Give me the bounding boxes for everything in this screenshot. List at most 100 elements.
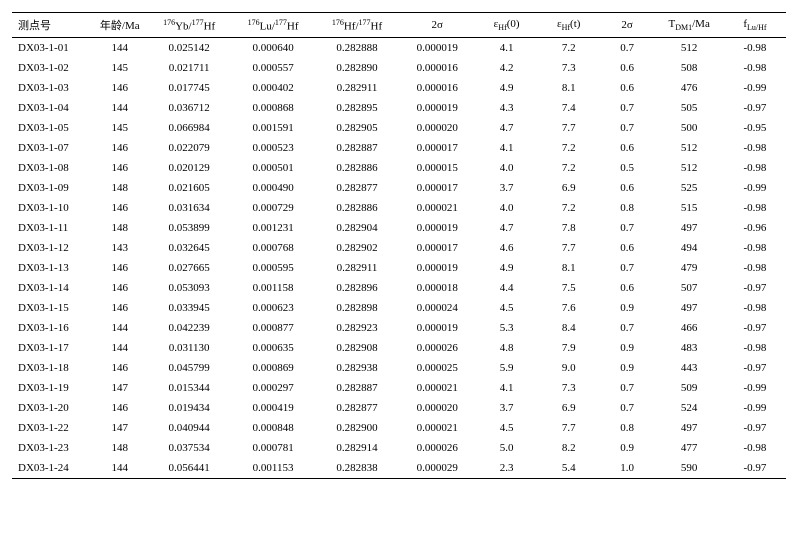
cell-1-5: 0.000016: [399, 58, 476, 78]
cell-0-4: 0.282888: [315, 38, 399, 59]
cell-13-7: 7.6: [538, 298, 600, 318]
cell-0-7: 7.2: [538, 38, 600, 59]
cell-3-8: 0.7: [600, 98, 655, 118]
cell-3-5: 0.000019: [399, 98, 476, 118]
cell-21-0: DX03-1-24: [12, 458, 92, 479]
cell-5-6: 4.1: [476, 138, 538, 158]
cell-20-8: 0.9: [600, 438, 655, 458]
cell-4-8: 0.7: [600, 118, 655, 138]
cell-11-1: 146: [92, 258, 147, 278]
cell-20-6: 5.0: [476, 438, 538, 458]
col-header-5: 2σ: [399, 13, 476, 38]
cell-17-10: -0.99: [724, 378, 786, 398]
cell-16-8: 0.9: [600, 358, 655, 378]
cell-7-7: 6.9: [538, 178, 600, 198]
cell-14-10: -0.97: [724, 318, 786, 338]
cell-8-0: DX03-1-10: [12, 198, 92, 218]
cell-5-2: 0.022079: [147, 138, 231, 158]
table-row: DX03-1-101460.0316340.0007290.2828860.00…: [12, 198, 786, 218]
table-row: DX03-1-141460.0530930.0011580.2828960.00…: [12, 278, 786, 298]
cell-2-2: 0.017745: [147, 78, 231, 98]
cell-13-10: -0.98: [724, 298, 786, 318]
cell-1-10: -0.98: [724, 58, 786, 78]
cell-9-5: 0.000019: [399, 218, 476, 238]
cell-15-10: -0.98: [724, 338, 786, 358]
cell-2-0: DX03-1-03: [12, 78, 92, 98]
cell-17-0: DX03-1-19: [12, 378, 92, 398]
cell-10-2: 0.032645: [147, 238, 231, 258]
cell-1-1: 145: [92, 58, 147, 78]
col-header-1: 年龄/Ma: [92, 13, 147, 38]
cell-17-8: 0.7: [600, 378, 655, 398]
cell-14-8: 0.7: [600, 318, 655, 338]
cell-6-4: 0.282886: [315, 158, 399, 178]
cell-4-3: 0.001591: [231, 118, 315, 138]
table-row: DX03-1-081460.0201290.0005010.2828860.00…: [12, 158, 786, 178]
cell-3-7: 7.4: [538, 98, 600, 118]
cell-0-5: 0.000019: [399, 38, 476, 59]
cell-20-4: 0.282914: [315, 438, 399, 458]
cell-11-7: 8.1: [538, 258, 600, 278]
cell-9-7: 7.8: [538, 218, 600, 238]
cell-3-0: DX03-1-04: [12, 98, 92, 118]
cell-8-10: -0.98: [724, 198, 786, 218]
cell-21-2: 0.056441: [147, 458, 231, 479]
cell-12-8: 0.6: [600, 278, 655, 298]
cell-4-1: 145: [92, 118, 147, 138]
cell-21-3: 0.001153: [231, 458, 315, 479]
col-header-0: 测点号: [12, 13, 92, 38]
cell-1-2: 0.021711: [147, 58, 231, 78]
cell-18-9: 524: [655, 398, 724, 418]
cell-14-1: 144: [92, 318, 147, 338]
cell-0-2: 0.025142: [147, 38, 231, 59]
cell-7-9: 525: [655, 178, 724, 198]
cell-7-4: 0.282877: [315, 178, 399, 198]
cell-1-7: 7.3: [538, 58, 600, 78]
table-header-row: 测点号年龄/Ma176Yb/177Hf176Lu/177Hf176Hf/177H…: [12, 13, 786, 38]
col-header-4: 176Hf/177Hf: [315, 13, 399, 38]
cell-19-2: 0.040944: [147, 418, 231, 438]
cell-18-0: DX03-1-20: [12, 398, 92, 418]
cell-21-5: 0.000029: [399, 458, 476, 479]
cell-16-5: 0.000025: [399, 358, 476, 378]
cell-8-7: 7.2: [538, 198, 600, 218]
table-row: DX03-1-131460.0276650.0005950.2829110.00…: [12, 258, 786, 278]
cell-4-0: DX03-1-05: [12, 118, 92, 138]
cell-5-3: 0.000523: [231, 138, 315, 158]
cell-4-6: 4.7: [476, 118, 538, 138]
cell-17-4: 0.282887: [315, 378, 399, 398]
cell-10-3: 0.000768: [231, 238, 315, 258]
col-header-10: fLu/Hf: [724, 13, 786, 38]
cell-12-1: 146: [92, 278, 147, 298]
cell-14-7: 8.4: [538, 318, 600, 338]
cell-13-1: 146: [92, 298, 147, 318]
cell-17-9: 509: [655, 378, 724, 398]
col-header-8: 2σ: [600, 13, 655, 38]
cell-12-10: -0.97: [724, 278, 786, 298]
cell-13-5: 0.000024: [399, 298, 476, 318]
cell-6-2: 0.020129: [147, 158, 231, 178]
cell-4-4: 0.282905: [315, 118, 399, 138]
cell-21-1: 144: [92, 458, 147, 479]
table-row: DX03-1-161440.0422390.0008770.2829230.00…: [12, 318, 786, 338]
cell-6-9: 512: [655, 158, 724, 178]
cell-15-2: 0.031130: [147, 338, 231, 358]
cell-7-5: 0.000017: [399, 178, 476, 198]
cell-5-1: 146: [92, 138, 147, 158]
cell-6-3: 0.000501: [231, 158, 315, 178]
cell-16-2: 0.045799: [147, 358, 231, 378]
cell-1-9: 508: [655, 58, 724, 78]
cell-17-7: 7.3: [538, 378, 600, 398]
cell-8-8: 0.8: [600, 198, 655, 218]
cell-6-0: DX03-1-08: [12, 158, 92, 178]
cell-6-5: 0.000015: [399, 158, 476, 178]
cell-13-0: DX03-1-15: [12, 298, 92, 318]
cell-8-6: 4.0: [476, 198, 538, 218]
cell-19-0: DX03-1-22: [12, 418, 92, 438]
cell-1-4: 0.282890: [315, 58, 399, 78]
cell-18-1: 146: [92, 398, 147, 418]
cell-7-8: 0.6: [600, 178, 655, 198]
cell-17-3: 0.000297: [231, 378, 315, 398]
col-header-7: εHf(t): [538, 13, 600, 38]
cell-19-6: 4.5: [476, 418, 538, 438]
